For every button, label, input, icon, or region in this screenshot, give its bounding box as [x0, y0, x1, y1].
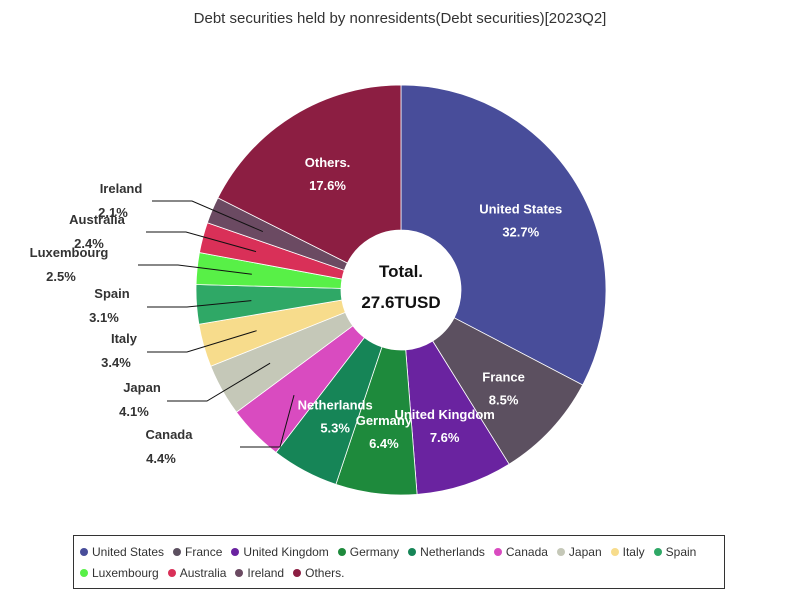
- legend-item-germany[interactable]: Germany: [337, 541, 400, 562]
- slice-value-canada: 4.4%: [146, 451, 176, 466]
- slice-label-germany: Germany: [356, 413, 413, 428]
- legend-item-ireland[interactable]: Ireland: [235, 562, 284, 583]
- slice-label-netherlands: Netherlands: [298, 398, 373, 413]
- legend-label: Canada: [505, 544, 548, 559]
- legend-marker-icon: [610, 547, 619, 556]
- slice-label-japan: Japan: [123, 380, 161, 395]
- legend-marker-icon: [173, 547, 182, 556]
- slice-label-ireland: Ireland: [100, 181, 143, 196]
- slice-value-netherlands: 5.3%: [320, 421, 350, 436]
- slice-label-luxembourg: Luxembourg: [30, 245, 109, 260]
- legend-label: Australia: [179, 565, 227, 580]
- slice-value-france: 8.5%: [489, 392, 519, 407]
- slice-value-united-states: 32.7%: [502, 224, 539, 239]
- legend-label: France: [185, 544, 223, 559]
- legend-marker-icon: [493, 547, 502, 556]
- slice-value-italy: 3.4%: [101, 355, 131, 370]
- legend-item-canada[interactable]: Canada: [493, 541, 548, 562]
- legend-item-france[interactable]: France: [173, 541, 222, 562]
- slice-value-luxembourg: 2.5%: [46, 269, 76, 284]
- legend-item-united-states[interactable]: United States: [80, 541, 164, 562]
- slice-value-australia: 2.4%: [74, 236, 104, 251]
- leader-line-spain: [147, 300, 252, 308]
- legend-item-spain[interactable]: Spain: [653, 541, 697, 562]
- legend-item-luxembourg[interactable]: Luxembourg: [80, 562, 159, 583]
- legend: United States France United Kingdom Germany…: [73, 535, 725, 589]
- slice-value-spain: 3.1%: [89, 310, 119, 325]
- slice-label-united-states: United States: [479, 201, 562, 216]
- legend-label: Luxembourg: [92, 565, 159, 580]
- leader-line-ireland: [152, 200, 264, 233]
- chart-title: Debt securities held by nonresidents(Deb…: [193, 10, 607, 27]
- legend-marker-icon: [408, 547, 417, 556]
- legend-label: Japan: [568, 544, 602, 559]
- legend-label: Spain: [665, 544, 697, 559]
- legend-label: Italy: [622, 544, 645, 559]
- slice-label-france: France: [482, 369, 525, 384]
- legend-item-others[interactable]: Others.: [293, 562, 344, 583]
- slice-label-italy: Italy: [111, 331, 138, 346]
- leader-line-japan: [167, 362, 271, 402]
- legend-label: Netherlands: [420, 544, 485, 559]
- legend-label: United Kingdom: [243, 544, 329, 559]
- legend-label: Germany: [349, 544, 400, 559]
- legend-marker-icon: [653, 547, 662, 556]
- slice-value-germany: 6.4%: [369, 436, 399, 451]
- legend-item-japan[interactable]: Japan: [556, 541, 602, 562]
- slice-label-others: Others.: [305, 155, 351, 170]
- slice-value-others: 17.6%: [309, 178, 346, 193]
- legend-marker-icon: [293, 568, 302, 577]
- legend-label: Others.: [305, 565, 345, 580]
- slice-value-japan: 4.1%: [119, 404, 149, 419]
- legend-marker-icon: [167, 568, 176, 577]
- legend-item-netherlands[interactable]: Netherlands: [408, 541, 485, 562]
- legend-item-australia[interactable]: Australia: [167, 562, 227, 583]
- leader-line-luxembourg: [138, 264, 252, 275]
- legend-marker-icon: [235, 568, 244, 577]
- leader-line-canada: [240, 395, 295, 448]
- donut-hole: [341, 230, 461, 350]
- legend-marker-icon: [231, 547, 240, 556]
- slice-value-united-kingdom: 7.6%: [430, 430, 460, 445]
- pie-slice-others[interactable]: [217, 84, 402, 264]
- leader-line-italy: [147, 330, 257, 353]
- legend-item-italy[interactable]: Italy: [610, 541, 645, 562]
- legend-label: United States: [92, 544, 165, 559]
- center-label-total: 27.6TUSD: [361, 293, 440, 312]
- slice-label-united-kingdom: United Kingdom: [394, 407, 494, 422]
- legend-marker-icon: [556, 547, 565, 556]
- slice-label-spain: Spain: [94, 286, 129, 301]
- slice-label-canada: Canada: [146, 427, 194, 442]
- legend-marker-icon: [80, 547, 88, 556]
- legend-label: Ireland: [247, 565, 285, 580]
- legend-item-united-kingdom[interactable]: United Kingdom: [231, 541, 329, 562]
- leader-line-australia: [146, 231, 257, 253]
- slice-value-ireland: 2.1%: [98, 205, 128, 220]
- legend-marker-icon: [80, 568, 88, 577]
- center-label-title: Total.: [379, 262, 423, 281]
- legend-marker-icon: [337, 547, 346, 556]
- slice-label-australia: Australia: [69, 212, 125, 227]
